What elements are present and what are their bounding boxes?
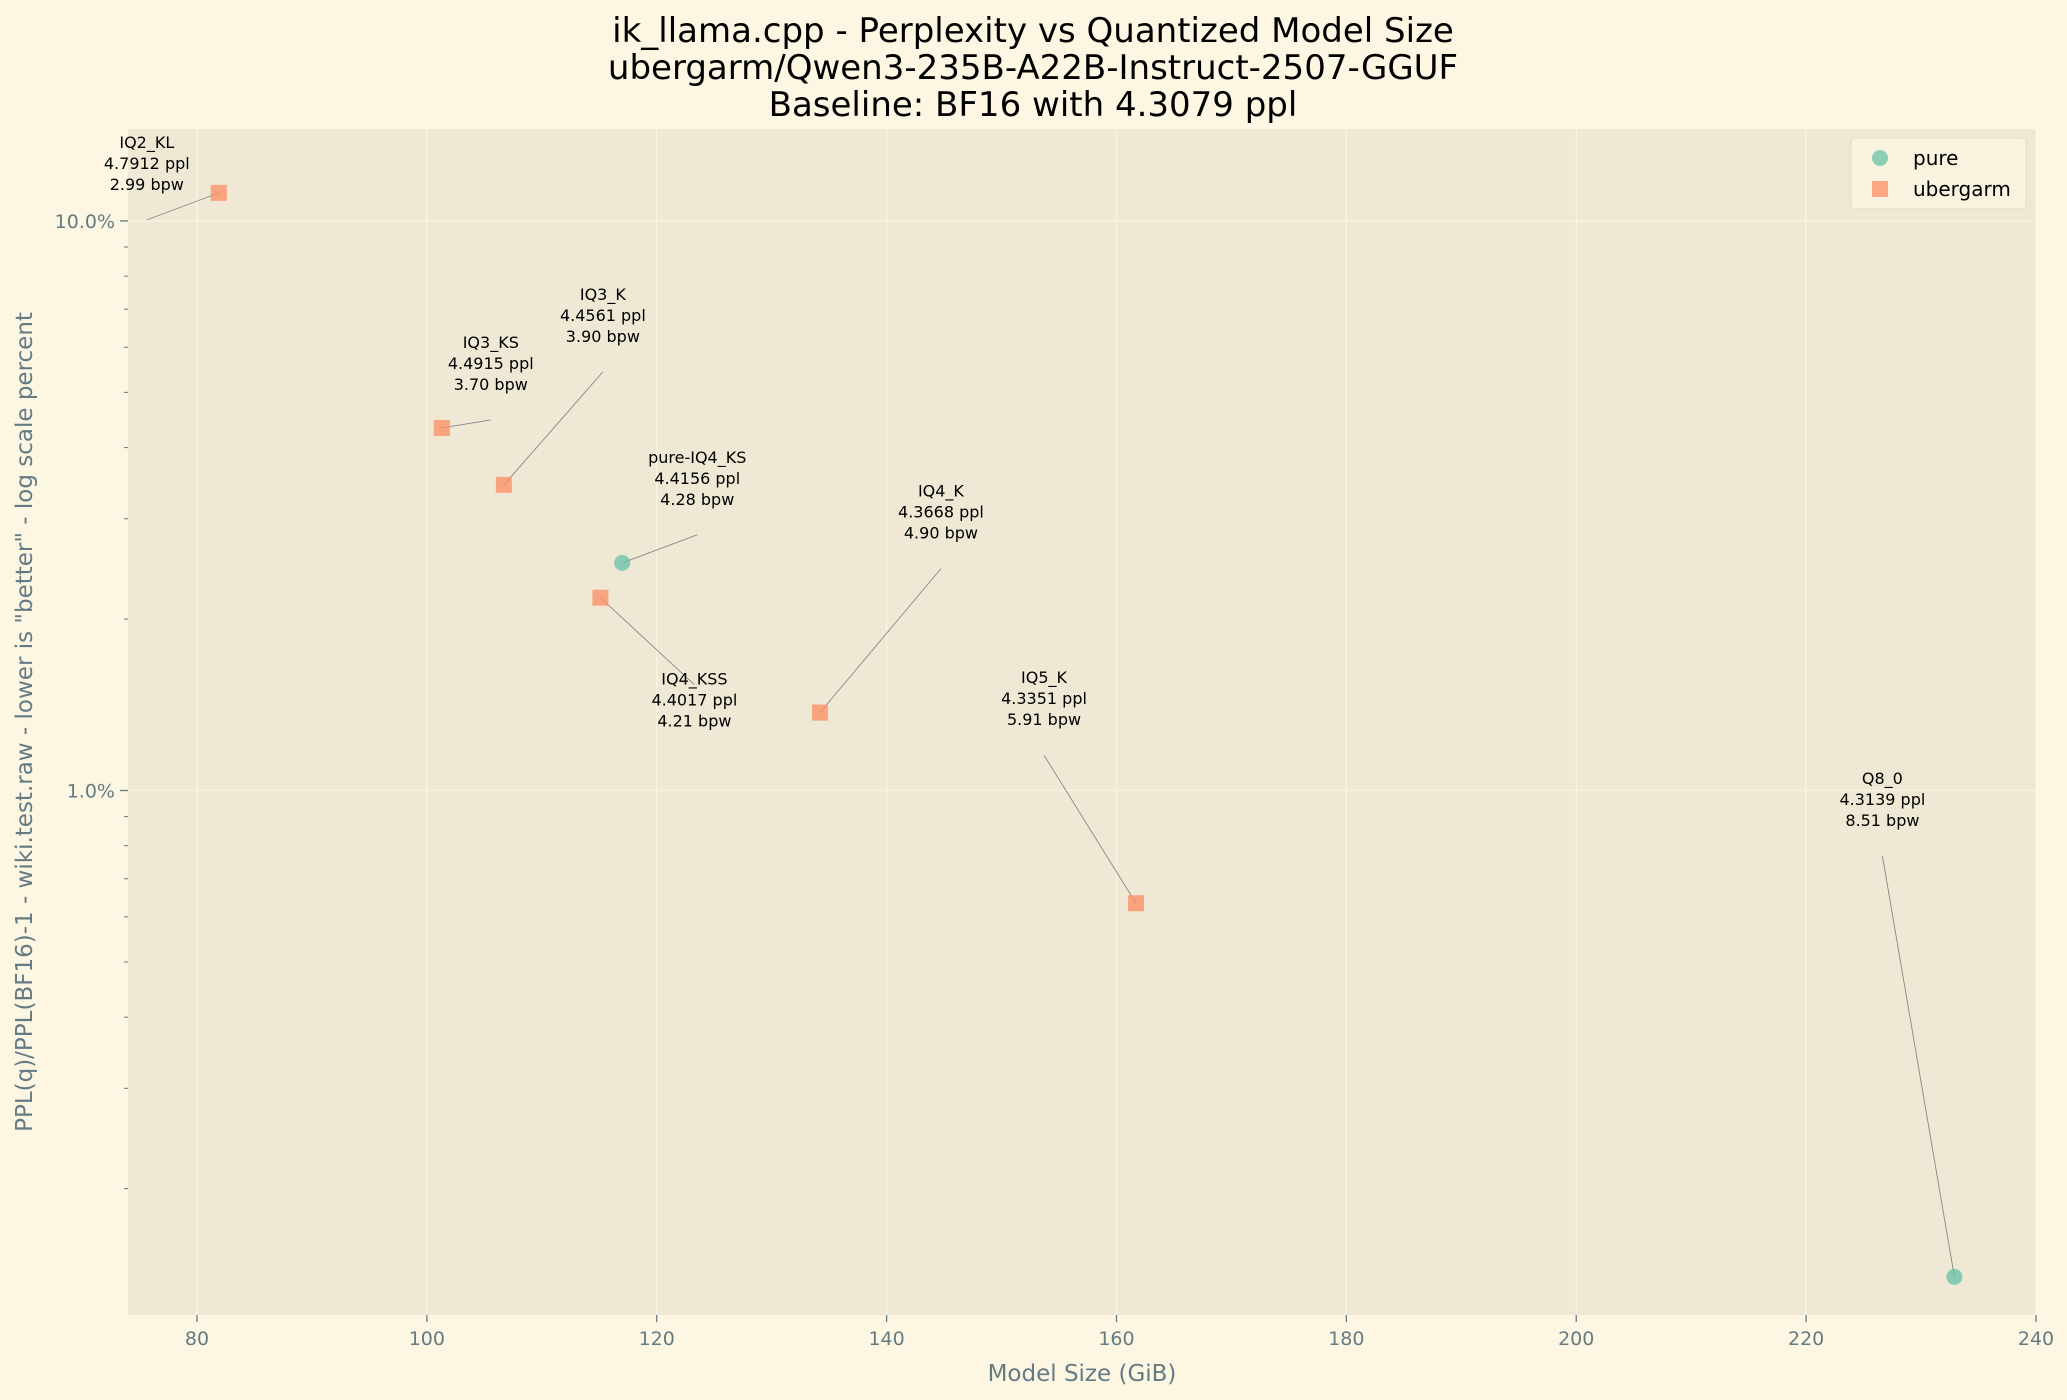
legend: pure ubergarm — [1850, 137, 2027, 210]
point-annotation: pure-IQ4_KS 4.4156 ppl 4.28 bpw — [648, 448, 746, 509]
legend-marker-ubergarm — [1872, 181, 1888, 197]
point-annotation: IQ4_K 4.3668 ppl 4.90 bpw — [898, 482, 984, 543]
annotation-leader-line — [622, 534, 698, 564]
annotation-label: IQ3_KS — [463, 333, 519, 353]
annotation-ppl: 4.3139 ppl — [1839, 790, 1925, 809]
x-tick-label: 80 — [185, 1328, 209, 1350]
point-annotation: Q8_0 4.3139 ppl 8.51 bpw — [1839, 769, 1925, 830]
point-annotation: IQ5_K 4.3351 ppl 5.91 bpw — [1001, 668, 1087, 729]
annotation-ppl: 4.7912 ppl — [104, 154, 190, 173]
chart-title: ik_llama.cpp - Perplexity vs Quantized M… — [608, 11, 1458, 125]
title-line: ubergarm/Qwen3-235B-A22B-Instruct-2507-G… — [608, 48, 1458, 88]
point-annotation: IQ3_KS 4.4915 ppl 3.70 bpw — [448, 333, 534, 394]
annotation-label: Q8_0 — [1862, 769, 1903, 789]
annotation-leader-line — [1881, 855, 1955, 1277]
x-tick-label: 100 — [409, 1328, 445, 1350]
annotation-bpw: 4.28 bpw — [660, 490, 734, 509]
point-ubergarm — [811, 704, 828, 721]
annotation-leader-line — [146, 192, 219, 221]
x-tick-label: 160 — [1098, 1328, 1134, 1350]
legend-marker-pure — [1872, 150, 1888, 166]
annotation-ppl: 4.4915 ppl — [448, 354, 534, 373]
y-axis-label: PPL(q)/PPL(BF16)-1 - wiki.test.raw - low… — [12, 312, 38, 1132]
annotation-bpw: 3.70 bpw — [454, 375, 528, 394]
y-tick-label: 1.0% — [67, 781, 115, 803]
annotation-label: IQ2_KL — [119, 133, 174, 153]
annotation-ppl: 4.3351 ppl — [1001, 689, 1087, 708]
x-tick-label: 220 — [1788, 1328, 1824, 1350]
annotation-bpw: 2.99 bpw — [110, 175, 184, 194]
title-line: ik_llama.cpp - Perplexity vs Quantized M… — [612, 11, 1454, 51]
annotation-leader-line — [503, 371, 604, 486]
annotation-bpw: 8.51 bpw — [1845, 811, 1919, 830]
annotation-label: IQ4_KSS — [661, 670, 727, 690]
point-ubergarm — [210, 184, 227, 201]
annotation-bpw: 5.91 bpw — [1007, 710, 1081, 729]
annotation-label: IQ4_K — [918, 482, 964, 502]
annotation-ppl: 4.4017 ppl — [651, 691, 737, 710]
annotation-bpw: 4.21 bpw — [657, 712, 731, 731]
point-ubergarm — [1128, 895, 1145, 912]
annotations: pure-IQ4_KS 4.4156 ppl 4.28 bpw Q8_0 4.3139 … — [104, 133, 1955, 1277]
grid-lines — [128, 129, 2037, 1315]
annotation-leader-line — [441, 419, 491, 429]
axes: 80 100 120 140 160 180 200 220 240 1.0% 10.0% — [55, 211, 2054, 1350]
annotation-ppl: 4.4156 ppl — [654, 469, 740, 488]
data-points — [210, 184, 1963, 1285]
annotation-leader-line — [819, 568, 942, 713]
legend-label: ubergarm — [1913, 177, 2011, 201]
y-tick-label: 10.0% — [55, 211, 115, 233]
point-ubergarm — [592, 589, 609, 606]
annotation-bpw: 4.90 bpw — [904, 524, 978, 543]
legend-label: pure — [1913, 146, 1958, 170]
annotation-label: IQ3_K — [580, 285, 626, 305]
point-annotation: IQ4_KSS 4.4017 ppl 4.21 bpw — [651, 670, 737, 731]
x-tick-label: 120 — [639, 1328, 675, 1350]
x-tick-label: 180 — [1328, 1328, 1364, 1350]
plot-area — [128, 129, 2036, 1315]
x-tick-label: 200 — [1558, 1328, 1594, 1350]
annotation-ppl: 4.3668 ppl — [898, 503, 984, 522]
annotation-leader-line — [1043, 754, 1137, 904]
x-tick-label: 140 — [868, 1328, 904, 1350]
annotation-label: pure-IQ4_KS — [648, 448, 746, 468]
x-tick-label: 240 — [2018, 1328, 2054, 1350]
point-pure — [614, 554, 631, 571]
annotation-leader-line — [600, 597, 695, 686]
annotation-bpw: 3.90 bpw — [566, 327, 640, 346]
annotation-ppl: 4.4561 ppl — [560, 306, 646, 325]
x-axis-label: Model Size (GiB) — [988, 1361, 1177, 1387]
annotation-label: IQ5_K — [1021, 668, 1067, 688]
legend-box — [1850, 137, 2027, 210]
point-ubergarm — [433, 419, 450, 436]
title-line: Baseline: BF16 with 4.3079 ppl — [769, 85, 1298, 125]
point-ubergarm — [495, 476, 512, 493]
point-pure — [1946, 1268, 1963, 1285]
point-annotation: IQ3_K 4.4561 ppl 3.90 bpw — [560, 285, 646, 346]
point-annotation: IQ2_KL 4.7912 ppl 2.99 bpw — [104, 133, 190, 194]
